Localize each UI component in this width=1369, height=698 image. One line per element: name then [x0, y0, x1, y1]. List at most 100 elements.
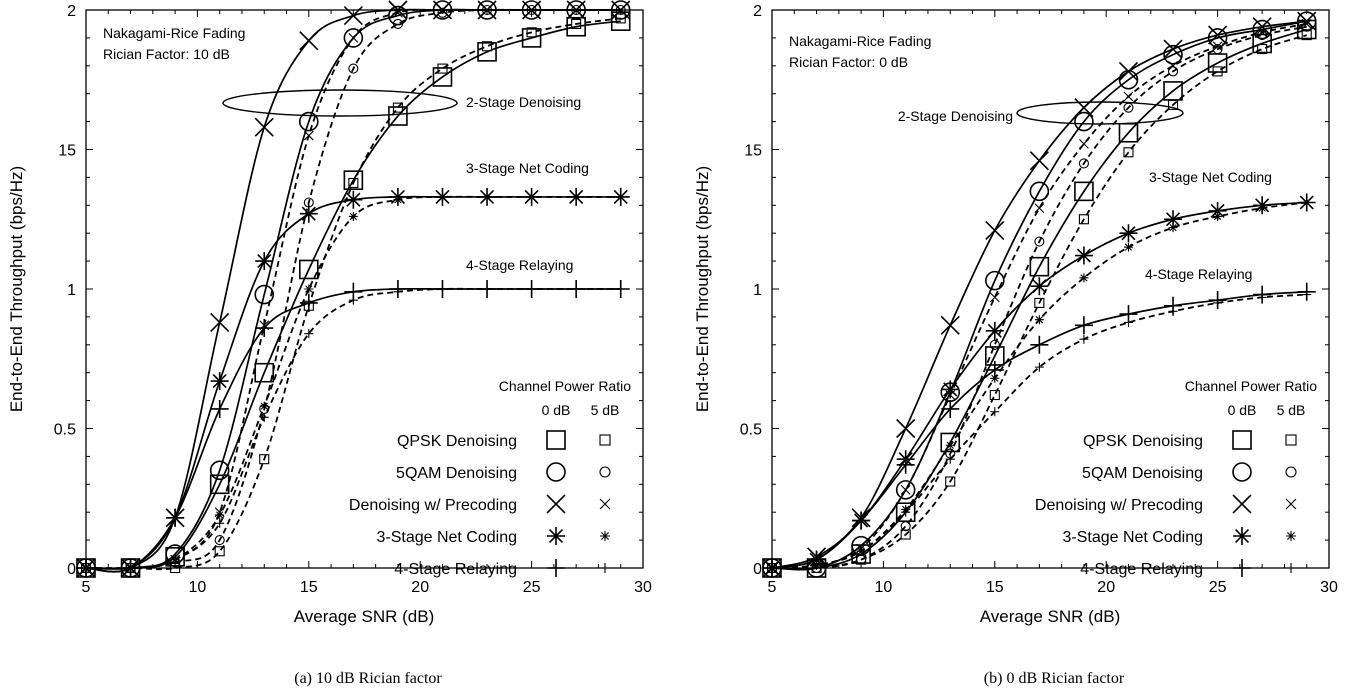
- data-point: [1030, 277, 1049, 296]
- data-point: [343, 28, 364, 48]
- panel-caption: (a) 10 dB Rician factor: [294, 670, 442, 687]
- annotation-4-stage: 4-Stage Relaying: [1145, 266, 1252, 282]
- data-point: [1208, 25, 1228, 45]
- data-point: [1167, 66, 1179, 77]
- tick-label-y: 0.5: [740, 422, 762, 439]
- series-layer: [76, 0, 631, 578]
- series-line: [771, 25, 1307, 570]
- data-point: [482, 5, 492, 15]
- data-point: [527, 284, 537, 294]
- legend-label: 5QAM Denoising: [1082, 465, 1203, 482]
- data-point: [1118, 122, 1139, 143]
- data-point: [610, 11, 631, 31]
- legend-marker-circle-0db: [546, 462, 566, 482]
- tick-label-x: 10: [875, 579, 893, 596]
- data-point: [437, 7, 448, 18]
- data-point: [1123, 91, 1134, 102]
- tick-label-x: 20: [1097, 579, 1115, 596]
- data-point: [1167, 99, 1179, 110]
- data-point: [900, 529, 911, 540]
- data-point: [432, 67, 453, 87]
- series-line: [85, 287, 621, 573]
- data-point: [393, 195, 403, 205]
- data-point: [1213, 298, 1223, 308]
- data-point: [304, 284, 314, 294]
- legend-title: Channel Power Ratio: [1185, 378, 1318, 394]
- data-point: [388, 106, 408, 126]
- tick-label-y: 1: [753, 282, 762, 299]
- legend-marker-square-5db: [1285, 434, 1297, 446]
- annotation-fading: Nakagami-Rice Fading: [103, 25, 245, 41]
- data-point: [392, 102, 403, 113]
- data-point: [1168, 60, 1178, 71]
- legend-marker-square-0db: [1232, 430, 1252, 450]
- data-point: [1213, 211, 1223, 221]
- data-point: [392, 18, 403, 30]
- data-point: [304, 329, 314, 339]
- data-point: [482, 284, 492, 294]
- data-point: [1252, 33, 1272, 54]
- data-point: [477, 42, 497, 62]
- annotation-4-stage: 4-Stage Relaying: [466, 257, 573, 273]
- data-point: [214, 546, 225, 557]
- data-point: [1212, 66, 1223, 77]
- tick-label-y: 15: [58, 143, 76, 160]
- data-point: [615, 5, 626, 15]
- data-point: [940, 432, 961, 453]
- legend-marker-plus-5db: [1286, 563, 1296, 573]
- data-point: [985, 321, 1004, 340]
- legend-marker-star-0db: [1233, 527, 1251, 545]
- group-ellipse: [222, 89, 458, 117]
- data-point: [571, 5, 582, 15]
- legend-label: Denoising w/ Precoding: [349, 497, 517, 514]
- data-point: [945, 440, 955, 450]
- data-point: [170, 555, 180, 565]
- data-point: [901, 507, 911, 517]
- data-point: [856, 546, 866, 556]
- data-point: [393, 287, 403, 297]
- data-point: [1252, 17, 1272, 37]
- tick-label-y: 1: [67, 282, 76, 299]
- data-point: [1034, 297, 1045, 309]
- data-point: [343, 6, 363, 26]
- data-point: [437, 63, 448, 74]
- data-point: [989, 339, 1000, 350]
- ticks: [85, 9, 644, 569]
- data-point: [571, 192, 581, 202]
- data-point: [299, 204, 318, 223]
- tick-label-x: 15: [300, 579, 318, 596]
- legend-label: 4-Stage Relaying: [394, 561, 517, 578]
- data-point: [1029, 256, 1050, 277]
- data-point: [209, 460, 230, 481]
- data-point: [1074, 246, 1093, 265]
- tick-label-x: 5: [768, 579, 777, 596]
- data-point: [388, 0, 408, 20]
- data-point: [437, 5, 448, 15]
- legend-marker-circle-5db: [1285, 466, 1297, 478]
- legend-label: QPSK Denoising: [397, 433, 517, 450]
- legend-marker-square-5db: [599, 434, 611, 446]
- data-point: [989, 389, 1000, 401]
- annotation-2-stage: 2-Stage Denoising: [466, 94, 581, 110]
- tick-label-x: 25: [523, 579, 541, 596]
- legend-marker-square-0db: [546, 430, 566, 450]
- data-point: [259, 454, 270, 465]
- legend-marker-star-5db: [1286, 531, 1296, 541]
- tick-label-y: 15: [744, 143, 762, 160]
- data-point: [1034, 315, 1044, 325]
- data-point: [852, 511, 871, 530]
- data-point: [1302, 198, 1312, 208]
- series-line: [85, 8, 621, 570]
- data-point: [299, 293, 318, 312]
- data-point: [1257, 30, 1268, 41]
- data-point: [566, 16, 586, 37]
- legend-title: Channel Power Ratio: [499, 378, 632, 394]
- data-point: [1257, 292, 1267, 302]
- legend-col-5db: 5 dB: [591, 402, 620, 418]
- data-point: [344, 190, 363, 209]
- data-point: [1074, 111, 1094, 132]
- series-line: [771, 28, 1307, 570]
- data-point: [1034, 203, 1045, 213]
- tick-label-y: 0: [67, 561, 76, 578]
- annotation-3-stage: 3-Stage Net Coding: [466, 160, 589, 176]
